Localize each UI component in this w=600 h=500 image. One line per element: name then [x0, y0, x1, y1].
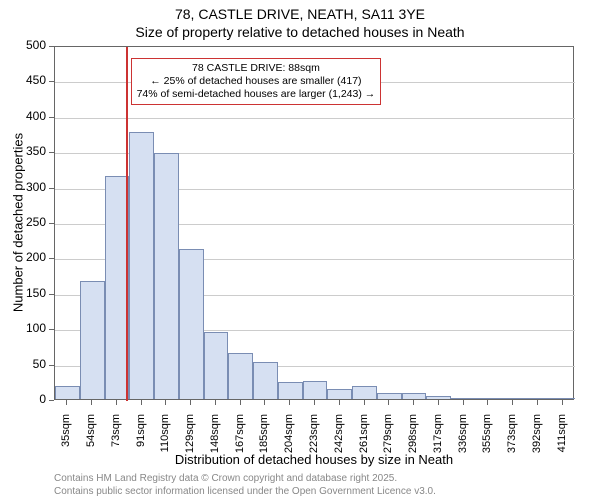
callout-annotation: 78 CASTLE DRIVE: 88sqm ← 25% of detached… [131, 58, 382, 105]
x-tick [512, 400, 513, 405]
y-tick [49, 46, 54, 47]
histogram-bar [476, 398, 501, 399]
x-tick [165, 400, 166, 405]
histogram-bar [204, 332, 229, 399]
x-tick [141, 400, 142, 405]
x-tick [289, 400, 290, 405]
histogram-bar [501, 398, 526, 399]
histogram-bar [352, 386, 377, 399]
histogram-bar [278, 382, 303, 399]
histogram-bar [179, 249, 204, 399]
histogram-bar [55, 386, 80, 399]
title-line2: Size of property relative to detached ho… [0, 22, 600, 40]
histogram-bar [129, 132, 154, 399]
property-marker-line [126, 47, 128, 401]
x-tick [364, 400, 365, 405]
histogram-bar [253, 362, 278, 399]
x-tick-label: 110sqm [159, 414, 171, 464]
x-tick-label: 242sqm [333, 414, 345, 464]
x-tick [339, 400, 340, 405]
y-tick-label: 450 [0, 73, 46, 87]
y-tick [49, 223, 54, 224]
x-tick-label: 336sqm [457, 414, 469, 464]
x-tick-label: 54sqm [85, 414, 97, 464]
x-tick [66, 400, 67, 405]
x-tick [537, 400, 538, 405]
x-tick [314, 400, 315, 405]
y-tick-label: 200 [0, 250, 46, 264]
gridline [55, 118, 575, 119]
x-tick-label: 204sqm [283, 414, 295, 464]
histogram-bar [154, 153, 179, 399]
x-tick [91, 400, 92, 405]
x-tick [264, 400, 265, 405]
x-tick-label: 35sqm [60, 414, 72, 464]
y-tick-label: 50 [0, 357, 46, 371]
x-tick-label: 185sqm [258, 414, 270, 464]
y-tick [49, 400, 54, 401]
y-tick-label: 300 [0, 180, 46, 194]
x-tick-label: 373sqm [506, 414, 518, 464]
x-tick-label: 317sqm [432, 414, 444, 464]
y-tick [49, 81, 54, 82]
title-line1: 78, CASTLE DRIVE, NEATH, SA11 3YE [0, 0, 600, 22]
x-tick [388, 400, 389, 405]
x-tick-label: 298sqm [407, 414, 419, 464]
y-tick-label: 0 [0, 392, 46, 406]
y-tick [49, 365, 54, 366]
x-tick-label: 129sqm [184, 414, 196, 464]
histogram-bar [377, 393, 402, 399]
x-tick-label: 223sqm [308, 414, 320, 464]
x-tick [463, 400, 464, 405]
y-tick [49, 329, 54, 330]
y-tick [49, 188, 54, 189]
histogram-bar [525, 398, 550, 399]
x-tick [487, 400, 488, 405]
x-tick [413, 400, 414, 405]
x-tick [116, 400, 117, 405]
histogram-bar [228, 353, 253, 399]
x-tick-label: 148sqm [209, 414, 221, 464]
histogram-bar [402, 393, 427, 399]
x-tick [240, 400, 241, 405]
x-tick-label: 279sqm [382, 414, 394, 464]
y-tick [49, 117, 54, 118]
x-tick-label: 167sqm [234, 414, 246, 464]
x-tick [190, 400, 191, 405]
x-tick [215, 400, 216, 405]
histogram-bar [426, 396, 451, 399]
footer-line1: Contains HM Land Registry data © Crown c… [54, 472, 436, 485]
histogram-bar [451, 398, 476, 399]
x-tick-label: 411sqm [556, 414, 568, 464]
y-tick [49, 152, 54, 153]
x-tick-label: 261sqm [358, 414, 370, 464]
y-tick-label: 150 [0, 286, 46, 300]
y-tick-label: 250 [0, 215, 46, 229]
annotation-line2: ← 25% of detached houses are smaller (41… [137, 75, 376, 88]
histogram-bar [327, 389, 352, 399]
histogram-bar [303, 381, 328, 399]
annotation-line3: 74% of semi-detached houses are larger (… [137, 88, 376, 101]
y-tick [49, 258, 54, 259]
x-tick-label: 91sqm [135, 414, 147, 464]
footer-line2: Contains public sector information licen… [54, 485, 436, 498]
x-tick-label: 355sqm [481, 414, 493, 464]
x-tick-label: 73sqm [110, 414, 122, 464]
y-tick-label: 350 [0, 144, 46, 158]
x-tick [562, 400, 563, 405]
histogram-bar [80, 281, 105, 399]
x-tick-label: 392sqm [531, 414, 543, 464]
y-tick-label: 400 [0, 109, 46, 123]
x-tick [438, 400, 439, 405]
y-tick-label: 100 [0, 321, 46, 335]
y-tick-label: 500 [0, 38, 46, 52]
footer-attribution: Contains HM Land Registry data © Crown c… [54, 472, 436, 498]
y-tick [49, 294, 54, 295]
annotation-line1: 78 CASTLE DRIVE: 88sqm [137, 62, 376, 75]
histogram-bar [550, 398, 575, 399]
